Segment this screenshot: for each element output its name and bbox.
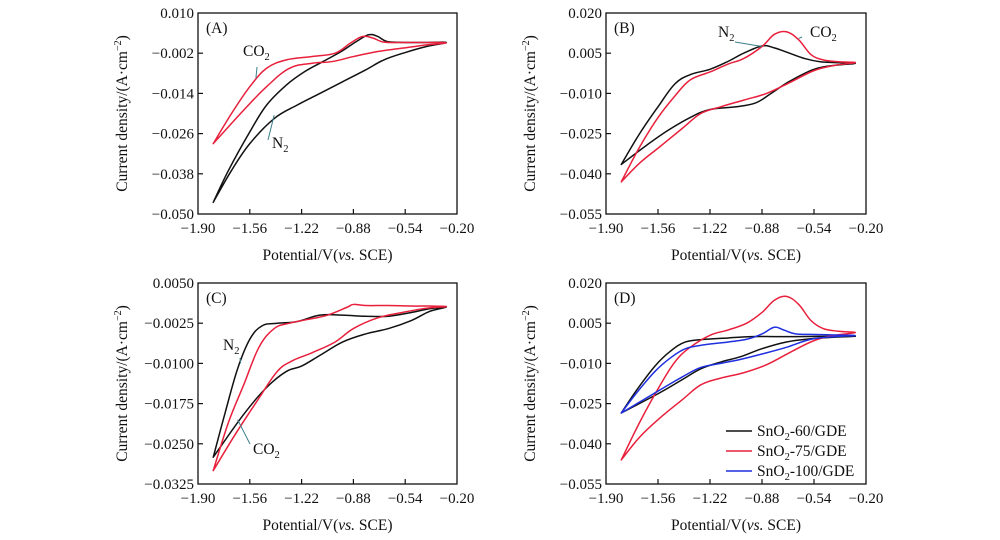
x-tick-label: −0.20 (440, 221, 475, 237)
annotation-label: N2 (272, 135, 288, 155)
x-tick-label: −0.88 (336, 221, 371, 237)
annotation-leader (734, 41, 763, 47)
plot-frame (605, 282, 867, 485)
plot-frame (605, 12, 867, 215)
y-tick-label: −0.0175 (144, 397, 194, 413)
y-axis-title: Current density/(A·cm−2) (113, 35, 131, 192)
y-tick-label: −0.010 (560, 356, 602, 372)
x-tick-label: −1.22 (284, 221, 319, 237)
series-line-1: CO₂ (620, 30, 857, 183)
x-tick-label: −1.56 (641, 221, 676, 237)
y-tick-label: 0.0050 (153, 276, 194, 292)
legend-label: SnO2-100/GDE (757, 463, 854, 483)
plot-frame (197, 282, 458, 485)
y-tick-label: −0.040 (560, 167, 602, 183)
y-tick-label: 0.005 (568, 46, 602, 62)
y-axis-title: Current density/(A·cm−2) (521, 35, 539, 192)
x-tick-label: −1.90 (181, 221, 216, 237)
y-tick-label: −0.055 (560, 207, 602, 223)
x-tick-label: −1.90 (589, 491, 624, 507)
annotation-label: N2 (223, 337, 239, 357)
annotation-label: CO2 (810, 24, 837, 44)
y-tick-label: −0.014 (152, 86, 195, 102)
x-tick-label: −0.20 (849, 491, 884, 507)
y-tick-label: 0.010 (160, 6, 194, 22)
y-axis-title: Current density/(A·cm−2) (113, 305, 131, 462)
annotation-leader (255, 66, 258, 79)
annotation-leader (239, 357, 242, 364)
annotation-label: CO2 (253, 441, 280, 461)
series-line-0: N₂ (212, 306, 448, 458)
x-tick-label: −1.56 (232, 221, 267, 237)
x-tick-label: −0.20 (849, 221, 884, 237)
panel-label: (B) (614, 20, 635, 37)
annotation-leader (267, 115, 275, 141)
y-tick-label: −0.055 (560, 477, 602, 493)
x-tick-label: −1.22 (693, 491, 728, 507)
y-tick-label: −0.026 (152, 127, 195, 143)
x-tick-label: −0.88 (336, 491, 371, 507)
y-tick-label: −0.0325 (144, 477, 194, 493)
y-axis-title: Current density/(A·cm−2) (521, 305, 539, 462)
x-tick-label: −0.88 (745, 221, 780, 237)
x-axis-title: Potential/V(vs. SCE) (671, 517, 801, 534)
y-tick-label: −0.038 (152, 167, 194, 183)
annotation-leader (798, 36, 803, 39)
y-tick-label: −0.025 (560, 127, 602, 143)
annotation-label: N2 (718, 24, 734, 44)
series-line-2: SnO₂-100/GDE (620, 326, 857, 414)
series-line-1: CO₂ (212, 35, 448, 145)
x-tick-label: −0.54 (388, 221, 423, 237)
y-tick-label: 0.020 (568, 276, 602, 292)
x-tick-label: −1.22 (284, 491, 319, 507)
x-tick-label: −1.90 (589, 221, 624, 237)
x-tick-label: −0.54 (388, 491, 423, 507)
y-tick-label: −0.002 (152, 46, 194, 62)
series-line-0: N₂ (620, 44, 857, 166)
x-tick-label: −1.56 (232, 491, 267, 507)
x-tick-label: −0.54 (797, 221, 832, 237)
series-line-1: SnO₂-75/GDE (620, 295, 857, 461)
panel-d: SnO₂-60/GDESnO₂-75/GDESnO₂-100/GDE−1.90−… (521, 276, 883, 534)
y-tick-label: −0.0250 (144, 437, 194, 453)
annotation-label: CO2 (243, 43, 270, 63)
legend-label: SnO2-75/GDE (757, 443, 847, 463)
y-tick-label: 0.005 (568, 316, 602, 332)
x-tick-label: −0.20 (440, 491, 475, 507)
panel-label: (D) (614, 290, 636, 307)
x-axis-title: Potential/V(vs. SCE) (262, 247, 392, 264)
x-tick-label: −1.90 (181, 491, 216, 507)
plot-frame (197, 12, 458, 215)
x-tick-label: −1.56 (641, 491, 676, 507)
panel-label: (C) (206, 290, 227, 307)
x-axis-title: Potential/V(vs. SCE) (671, 247, 801, 264)
x-tick-label: −1.22 (693, 221, 728, 237)
y-tick-label: −0.010 (560, 86, 602, 102)
panel-label: (A) (206, 20, 228, 37)
y-tick-label: −0.050 (152, 207, 194, 223)
y-tick-label: −0.0100 (144, 356, 194, 372)
y-tick-label: −0.0025 (144, 316, 194, 332)
y-tick-label: 0.020 (568, 6, 602, 22)
x-tick-label: −0.54 (797, 491, 832, 507)
annotation-leader (237, 419, 251, 445)
x-tick-label: −0.88 (745, 491, 780, 507)
series-line-1: CO₂ (212, 303, 448, 472)
y-tick-label: −0.040 (560, 437, 602, 453)
x-axis-title: Potential/V(vs. SCE) (262, 517, 392, 534)
legend-label: SnO2-60/GDE (757, 423, 847, 443)
y-tick-label: −0.025 (560, 397, 602, 413)
